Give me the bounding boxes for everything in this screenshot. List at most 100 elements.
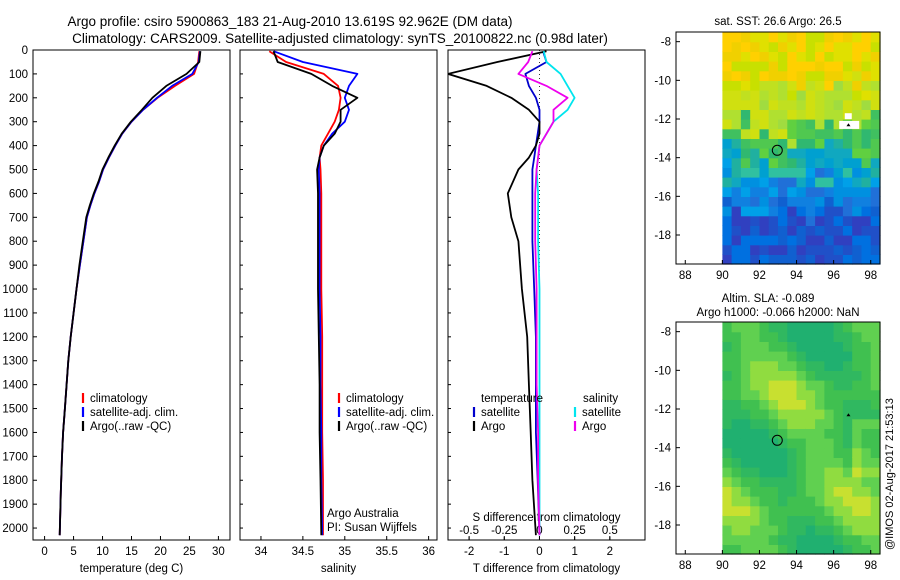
map-cell [750,99,761,110]
map-cell [861,418,872,429]
y-tick-label: 200 [9,93,28,105]
map-cell [861,90,872,101]
map-cell [740,447,751,458]
y-tick-label: 1600 [2,427,28,439]
map-cell [787,186,798,197]
map-cell [833,389,844,400]
map-cell [833,380,844,391]
map-cell [842,196,853,207]
map-cell [815,331,825,342]
series-line-satellite-adj-clim- [273,50,359,536]
map-cell [805,515,816,526]
map-cell [833,486,844,497]
map-cell [815,157,825,168]
map-cell [787,206,798,217]
map-cell [852,215,863,226]
map-cell [805,32,816,43]
map-cell [833,544,844,555]
map-cell [861,428,872,439]
map-cell [815,206,825,217]
map-cell [842,235,853,246]
map-cell [824,409,835,420]
map-cell [796,196,807,207]
temp-legend-label: satellite-adj. clim. [90,407,178,419]
map-cell [815,399,825,410]
map-cell [778,235,788,246]
map-x-tick-label: 94 [790,560,803,572]
map-cell [778,331,788,342]
map-cell [824,41,835,52]
map-cell [768,380,779,391]
map-cell [833,32,844,43]
map-cell [815,534,825,545]
map-cell [815,138,825,149]
map-cell [787,80,798,91]
map-cell [852,418,863,429]
map-cell [842,428,853,439]
map-cell [870,467,881,478]
map-cell [796,109,807,120]
map-cell [722,438,733,449]
map-cell [833,225,844,236]
map-cell [740,486,751,497]
map-cell [778,505,788,516]
map-cell [722,399,733,410]
y-tick-label: 1200 [2,332,28,344]
map-cell [768,360,779,371]
map-cell [861,486,872,497]
map-cell [870,331,881,342]
map-cell [861,70,872,81]
map-cell [852,186,863,197]
map-cell [768,235,779,246]
map-cell [861,457,872,468]
map-cell [778,90,788,101]
map-cell [787,215,798,226]
map-cell [870,70,881,81]
map-cell [833,418,844,429]
map-cell [731,157,742,168]
map-y-tick-label: -12 [654,114,671,126]
map-cell [815,389,825,400]
map-cell [833,70,844,81]
map-cell [842,360,853,371]
map-cell [815,61,825,72]
y-tick-label: 400 [9,141,28,153]
map-cell [861,515,872,526]
map-cell [870,109,881,120]
map-cell [740,235,751,246]
map-y-tick-label: -12 [654,404,671,416]
map-cell [861,61,872,72]
map-cell [750,32,761,43]
map-cell [759,167,770,178]
map-cell [852,331,863,342]
map-cell [768,399,779,410]
map-cell [861,215,872,226]
map-cell [861,525,872,536]
map-cell [815,70,825,81]
map-cell [852,244,863,255]
map-cell [852,476,863,487]
y-tick-label: 800 [9,236,28,248]
series-line-argo-raw-qc- [58,51,202,536]
map-cell [722,90,733,101]
map-cell [759,119,770,130]
map-cell [722,119,733,130]
map-cell [731,109,742,120]
map-cell [722,244,733,255]
map-cell [768,138,779,149]
map-cell [759,341,770,352]
map-cell [731,534,742,545]
map-cell [768,486,779,497]
map-cell [740,215,751,226]
map-cell [805,225,816,236]
map-cell [740,418,751,429]
map-cell [750,254,761,265]
map-cell [759,128,770,139]
map-cell [842,32,853,43]
map-cell [731,215,742,226]
panels-layer: 0100200300400500600700800900100011001200… [2,16,881,575]
map-cell [842,399,853,410]
map-cell [815,254,825,265]
map-cell [768,186,779,197]
legend-s-label: Argo [582,421,606,433]
